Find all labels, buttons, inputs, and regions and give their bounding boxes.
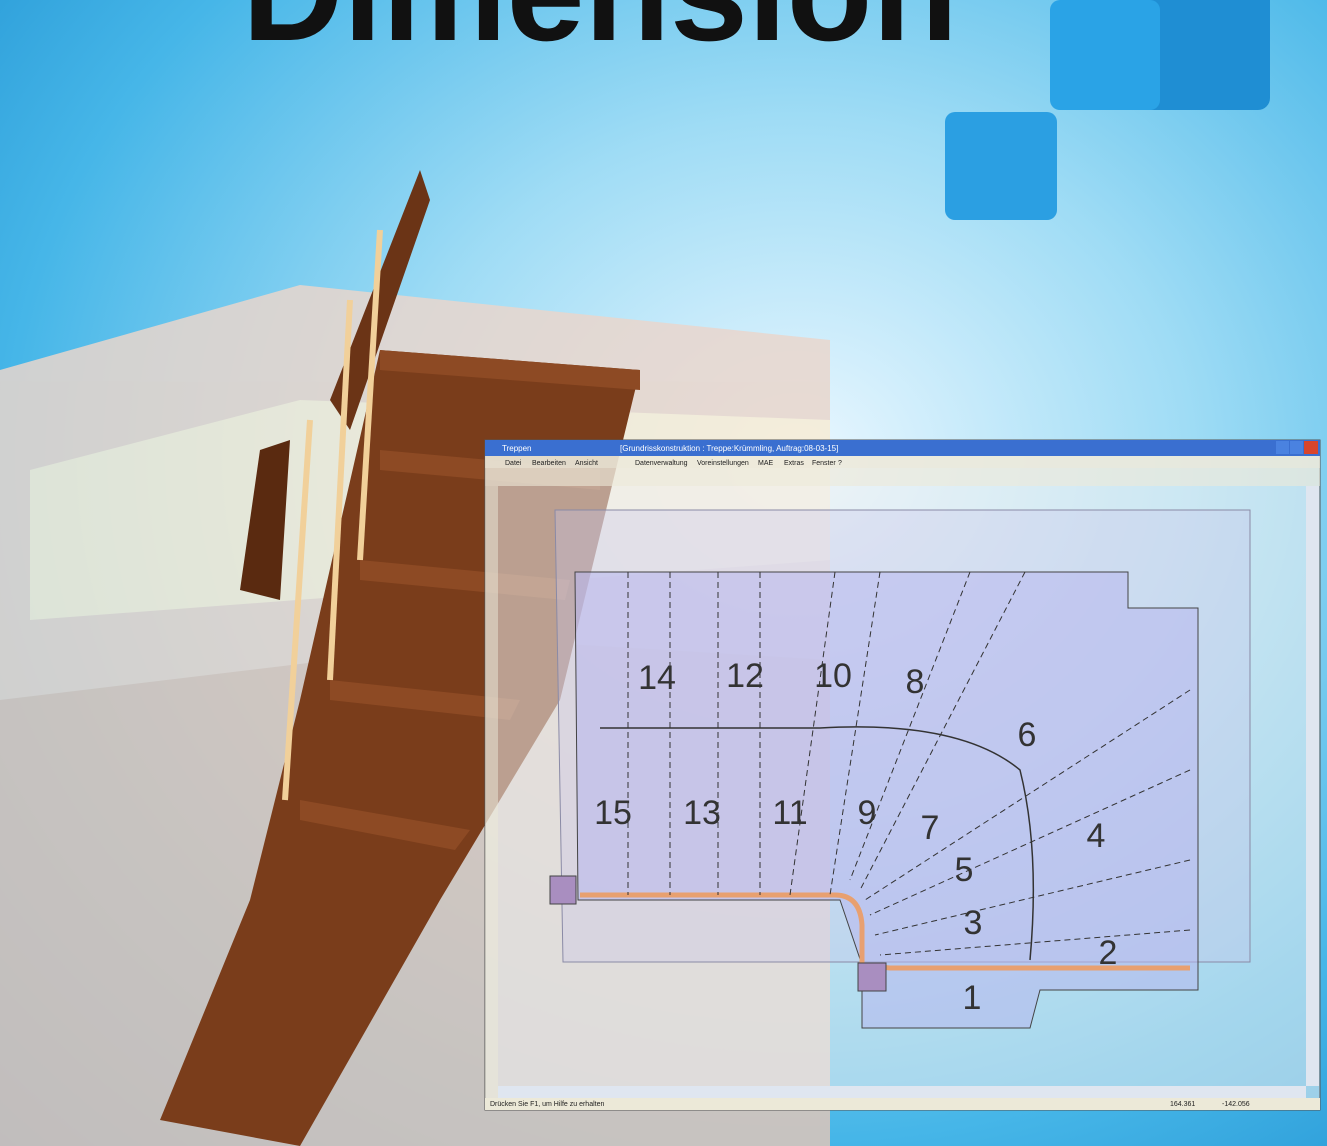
step-number: 4 — [1087, 817, 1106, 855]
maximize-button[interactable] — [1290, 441, 1303, 454]
document-title: [Grundrisskonstruktion : Treppe:Krümmlin… — [620, 444, 838, 453]
step-number: 1 — [963, 979, 982, 1017]
step-number: 10 — [814, 657, 852, 695]
step-number: 8 — [906, 663, 925, 701]
step-number: 6 — [1018, 716, 1037, 754]
menu-item[interactable]: Ansicht — [575, 460, 598, 467]
menu-bar: Datei Bearbeiten Ansicht Datenverwaltung Vor… — [505, 460, 842, 467]
menu-item[interactable]: Bearbeiten — [532, 460, 566, 467]
headline: Dimension — [242, 0, 958, 70]
menu-item[interactable]: Fenster — [812, 460, 836, 467]
step-number: 13 — [683, 794, 721, 832]
menu-item[interactable]: MAE — [758, 460, 774, 467]
step-number: 2 — [1099, 934, 1118, 972]
step-number: 7 — [921, 809, 940, 847]
step-number: 11 — [772, 794, 807, 832]
menu-item[interactable]: Datei — [505, 460, 522, 467]
step-number: 5 — [955, 851, 974, 889]
menu-item[interactable]: Voreinstellungen — [697, 460, 749, 467]
floor-plan — [549, 509, 1251, 1029]
horizontal-scrollbar[interactable] — [498, 1086, 1306, 1098]
status-hint: Drücken Sie F1, um Hilfe zu erhalten — [490, 1101, 604, 1108]
step-number: 15 — [594, 794, 632, 832]
logo-squares — [945, 0, 1270, 220]
step-number: 3 — [964, 904, 983, 942]
status-x: 164.361 — [1170, 1101, 1195, 1108]
step-number: 9 — [858, 794, 877, 832]
status-y: -142.056 — [1222, 1101, 1250, 1108]
step-number: 14 — [638, 659, 676, 697]
vertical-scrollbar[interactable] — [1306, 486, 1319, 1086]
menu-item[interactable]: ? — [838, 460, 842, 467]
close-button[interactable] — [1304, 441, 1318, 454]
minimize-button[interactable] — [1276, 441, 1289, 454]
app-title: Treppen — [502, 444, 532, 453]
step-number: 12 — [726, 657, 764, 695]
menu-item[interactable]: Extras — [784, 460, 804, 467]
menu-item[interactable]: Datenverwaltung — [635, 460, 688, 467]
left-toolbar — [485, 486, 498, 1098]
toolbar — [485, 468, 1320, 486]
